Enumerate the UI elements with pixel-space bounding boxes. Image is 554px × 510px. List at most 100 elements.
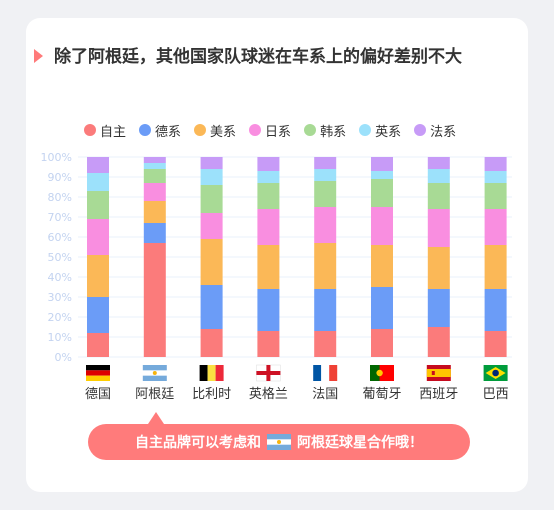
argentina-flag-icon [142, 365, 167, 381]
bar-segment [427, 209, 450, 247]
legend-label: 韩系 [320, 124, 347, 140]
y-tick-label: 90% [48, 171, 72, 184]
legend-label: 日系 [265, 124, 292, 140]
callout-text-before: 自主品牌可以考虑和 [135, 435, 261, 451]
legend-label: 德系 [155, 124, 182, 140]
bar-segment [484, 171, 507, 183]
bar-segment [200, 329, 223, 357]
bar-segment [200, 157, 223, 169]
legend-swatch [414, 124, 427, 136]
legend-item: 日系 [249, 121, 291, 140]
legend-label: 自主 [100, 124, 127, 140]
bar-segment [257, 157, 280, 171]
legend-label: 英系 [375, 124, 402, 140]
y-tick-label: 30% [48, 291, 72, 304]
england-flag-icon [256, 364, 281, 382]
y-tick-label: 80% [48, 191, 72, 204]
y-tick-label: 0% [55, 351, 72, 364]
bar-segment [87, 297, 109, 333]
callout-banner: 自主品牌可以考虑和 阿根廷球星合作哦！ [88, 424, 470, 460]
bar-segment [143, 201, 166, 223]
bar-segment [87, 191, 109, 219]
bar-segment [484, 209, 507, 245]
bar-segment [143, 243, 166, 357]
bar-segment [143, 169, 166, 183]
bar-segment [371, 179, 393, 207]
bar-segment [314, 331, 337, 357]
bar-segment [257, 245, 280, 289]
legend-swatch [84, 124, 96, 136]
bar-segment [371, 245, 393, 287]
bar-segment [200, 285, 223, 329]
x-tick-label: 比利时 [192, 387, 231, 402]
x-tick-label: 葡萄牙 [362, 387, 401, 402]
legend-item: 韩系 [304, 121, 346, 140]
y-tick-label: 60% [48, 231, 72, 244]
legend-label: 法系 [430, 124, 457, 140]
y-tick-label: 100% [41, 151, 72, 164]
legend: 自主 德系 美系 日系 韩系 英系 法系 [84, 120, 456, 140]
y-tick-label: 50% [48, 251, 72, 264]
spain-flag-icon [426, 365, 451, 381]
bar-segment [143, 163, 166, 169]
bar-segment [87, 255, 109, 297]
bar-segment [143, 223, 166, 243]
bar-segment [87, 157, 109, 173]
bar-segment [87, 333, 109, 357]
legend-swatch [304, 124, 317, 136]
bar-segment [371, 287, 393, 329]
bar-segment [484, 183, 507, 209]
callout-text-after: 阿根廷球星合作哦！ [297, 435, 423, 451]
legend-label: 美系 [210, 124, 237, 140]
y-tick-label: 40% [48, 271, 72, 284]
y-tick-label: 70% [48, 211, 72, 224]
bar-segment [484, 157, 507, 171]
legend-swatch [249, 124, 262, 136]
bar-segment [314, 207, 337, 243]
bar-segment [427, 157, 450, 169]
x-tick-label: 西班牙 [419, 387, 458, 402]
bar-segment [371, 157, 393, 171]
bar-segment [200, 239, 223, 285]
bar-segment [427, 289, 450, 327]
belgium-flag-icon [199, 365, 224, 381]
bar-segment [314, 243, 337, 289]
argentina-flag-icon [267, 434, 291, 450]
bar-segment [371, 329, 393, 357]
bar-segment [257, 171, 280, 183]
bar-segment [257, 289, 280, 331]
bar-segment [484, 245, 507, 289]
y-tick-label: 20% [48, 311, 72, 324]
legend-item: 自主 [84, 121, 126, 140]
bar-segment [427, 183, 450, 209]
bar-segment [87, 219, 109, 255]
legend-item: 英系 [359, 121, 401, 140]
x-tick-label: 巴西 [483, 387, 509, 402]
bar-segment [427, 327, 450, 357]
x-tick-label: 德国 [85, 387, 111, 402]
bar-segment [427, 169, 450, 183]
bar-segment [143, 157, 166, 163]
legend-item: 德系 [139, 121, 181, 140]
bar-segment [314, 157, 337, 169]
france-flag-icon [313, 365, 338, 381]
x-tick-label: 法国 [312, 387, 338, 402]
bar-segment [314, 289, 337, 331]
bar-segment [143, 183, 166, 201]
bar-segment [257, 209, 280, 245]
chart-title: 除了阿根廷，其他国家队球迷在车系上的偏好差别不大 [54, 47, 462, 67]
bar-segment [371, 171, 393, 179]
y-tick-label: 10% [48, 331, 72, 344]
x-tick-label: 阿根廷 [135, 387, 174, 402]
bar-segment [257, 331, 280, 357]
legend-swatch [194, 124, 207, 136]
bar-segment [314, 181, 337, 207]
x-tick-label: 英格兰 [249, 386, 288, 402]
callout-pointer [148, 412, 164, 424]
bar-segment [200, 185, 223, 213]
germany-flag-icon [86, 365, 110, 381]
legend-item: 美系 [194, 121, 236, 140]
bar-segment [484, 289, 507, 331]
bar-segment [200, 213, 223, 239]
